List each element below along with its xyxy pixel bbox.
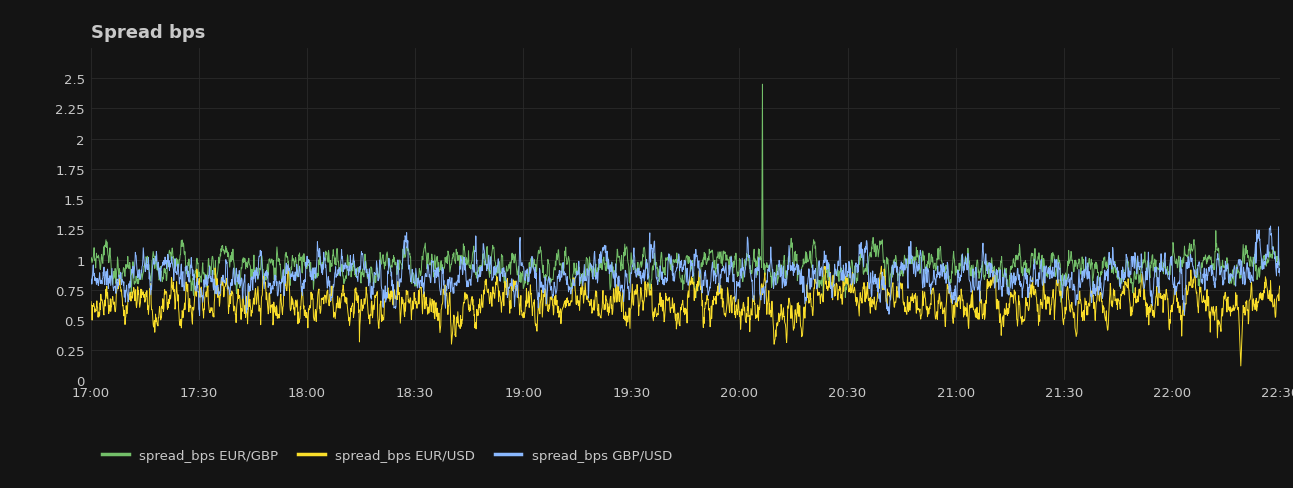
Legend: spread_bps EUR/GBP, spread_bps EUR/USD, spread_bps GBP/USD: spread_bps EUR/GBP, spread_bps EUR/USD, …	[97, 444, 678, 467]
Text: Spread bps: Spread bps	[91, 24, 204, 41]
